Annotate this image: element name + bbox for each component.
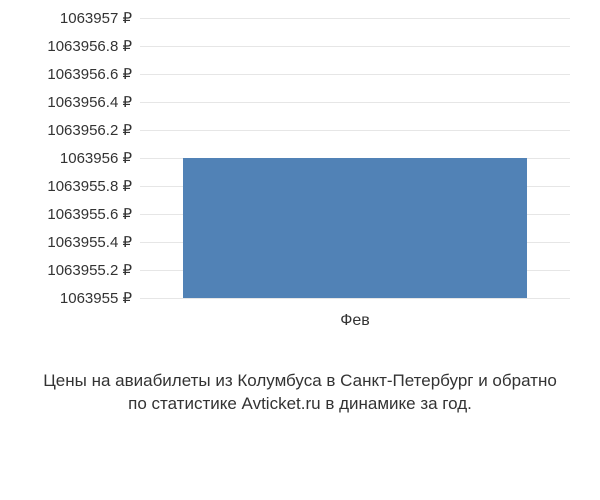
y-tick-label: 1063956.4 ₽: [47, 93, 132, 111]
y-tick-label: 1063956.8 ₽: [47, 37, 132, 55]
gridline: [140, 130, 570, 131]
x-tick-label: Фев: [340, 312, 370, 330]
gridline: [140, 18, 570, 19]
plot-area: [140, 18, 570, 298]
y-tick-label: 1063955 ₽: [60, 289, 132, 307]
y-tick-label: 1063956 ₽: [60, 149, 132, 167]
y-tick-label: 1063955.8 ₽: [47, 177, 132, 195]
gridline: [140, 46, 570, 47]
chart-caption: Цены на авиабилеты из Колумбуса в Санкт-…: [0, 370, 600, 416]
y-tick-label: 1063955.6 ₽: [47, 205, 132, 223]
gridline: [140, 102, 570, 103]
caption-line-1: Цены на авиабилеты из Колумбуса в Санкт-…: [0, 370, 600, 393]
caption-line-2: по статистике Avticket.ru в динамике за …: [0, 393, 600, 416]
y-tick-label: 1063957 ₽: [60, 9, 132, 27]
y-tick-label: 1063955.2 ₽: [47, 261, 132, 279]
price-chart: Цены на авиабилеты из Колумбуса в Санкт-…: [0, 0, 600, 500]
gridline: [140, 298, 570, 299]
y-tick-label: 1063956.6 ₽: [47, 65, 132, 83]
y-tick-label: 1063956.2 ₽: [47, 121, 132, 139]
y-tick-label: 1063955.4 ₽: [47, 233, 132, 251]
bar: [183, 158, 527, 298]
gridline: [140, 74, 570, 75]
